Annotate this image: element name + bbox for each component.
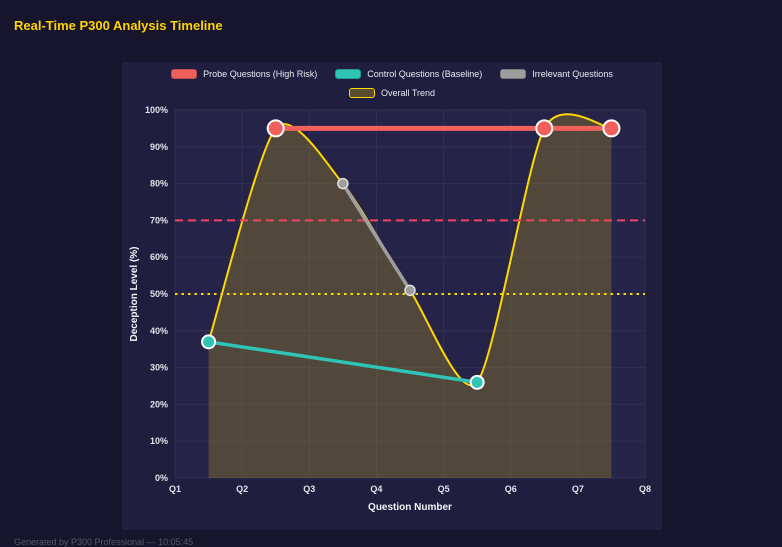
data-point-probe xyxy=(602,119,621,138)
y-tick-label: 70% xyxy=(150,215,168,225)
y-tick-label: 100% xyxy=(145,106,168,115)
footer-note: Generated by P300 Professional — 10:05:4… xyxy=(14,537,194,547)
y-tick-label: 20% xyxy=(150,399,168,409)
data-point-irrelevant xyxy=(337,177,349,190)
y-tick-label: 60% xyxy=(150,252,168,262)
legend-label-probe: Probe Questions (High Risk) xyxy=(203,69,318,79)
y-tick-label: 10% xyxy=(150,436,168,446)
legend-swatch-trend xyxy=(348,88,375,98)
trend-area-fill xyxy=(208,114,612,478)
y-tick-label: 0% xyxy=(155,473,168,483)
legend-row-2: Overall Trend xyxy=(122,88,662,98)
legend-swatch-probe xyxy=(171,69,198,79)
data-point-probe xyxy=(266,119,285,138)
y-tick-label: 90% xyxy=(150,142,168,152)
x-tick-label: Q8 xyxy=(639,484,651,494)
y-tick-label: 40% xyxy=(150,326,168,336)
legend-swatch-irrelevant xyxy=(500,69,527,79)
y-tick-label: 80% xyxy=(150,179,168,189)
x-axis-title: Question Number xyxy=(368,502,452,513)
legend-row-1: Probe Questions (High Risk) Control Quest… xyxy=(122,69,662,79)
y-tick-label: 30% xyxy=(150,363,168,373)
y-tick-label: 50% xyxy=(150,289,168,299)
y-axis-title: Deception Level (%) xyxy=(129,246,140,341)
legend-item-control: Control Questions (Baseline) xyxy=(335,69,482,79)
x-tick-label: Q3 xyxy=(303,484,315,494)
x-tick-label: Q7 xyxy=(572,484,584,494)
legend-label-trend: Overall Trend xyxy=(380,88,436,98)
data-point-control xyxy=(201,334,217,350)
x-tick-label: Q6 xyxy=(505,484,517,494)
legend-item-probe: Probe Questions (High Risk) xyxy=(171,69,317,79)
legend-swatch-control xyxy=(335,69,362,79)
legend-item-trend: Overall Trend xyxy=(348,88,436,98)
series-line-control xyxy=(206,340,479,385)
x-tick-label: Q4 xyxy=(370,484,382,494)
x-tick-label: Q1 xyxy=(169,484,181,494)
page-title: Real-Time P300 Analysis Timeline xyxy=(14,18,223,33)
x-tick-label: Q5 xyxy=(438,484,450,494)
chart-plot: 0% 10% 20% 30% 40% 50% 60% 70% 80% 90% 100% Q1 Q2 Q3 Q… xyxy=(129,106,651,513)
data-point-probe xyxy=(535,119,554,138)
legend-item-irrelevant: Irrelevant Questions xyxy=(500,69,613,79)
data-point-control xyxy=(469,374,485,390)
data-point-irrelevant xyxy=(404,284,416,297)
chart-panel: Probe Questions (High Risk) Control Quest… xyxy=(122,62,662,530)
legend-label-irrelevant: Irrelevant Questions xyxy=(532,69,613,79)
series-line-irrelevant xyxy=(341,181,412,293)
x-tick-label: Q2 xyxy=(236,484,248,494)
legend-label-control: Control Questions (Baseline) xyxy=(367,69,483,79)
